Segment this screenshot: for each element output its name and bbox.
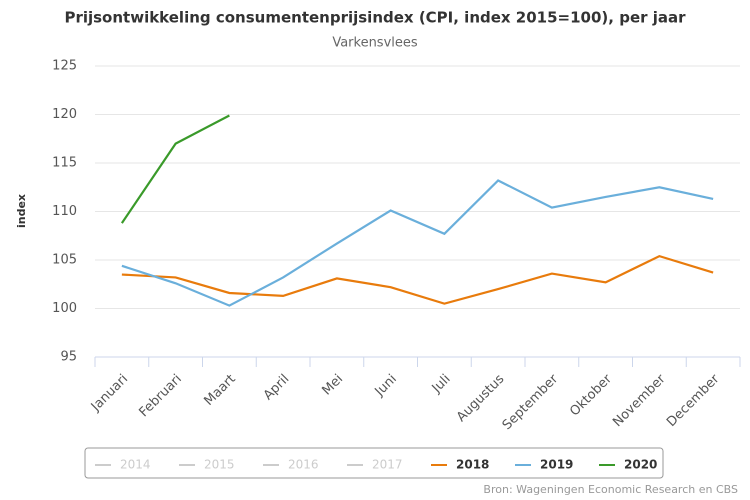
x-tick-label: Oktober [567,371,615,419]
series-line [121,254,714,305]
x-tick-label: September [500,371,562,433]
legend-label[interactable]: 2018 [456,458,489,472]
x-tick-label: November [610,371,669,430]
legend-label[interactable]: 2020 [624,458,657,472]
chart-subtitle: Varkensvlees [332,36,418,51]
x-tick-label: Mei [319,372,346,399]
y-tick-label: 105 [52,253,77,268]
legend-label[interactable]: 2015 [204,458,235,472]
legend-label[interactable]: 2014 [120,458,151,472]
y-tick-label: 120 [52,107,77,122]
legend-label[interactable]: 2016 [288,458,319,472]
x-tick-label: April [261,372,293,404]
x-tick-label: December [664,371,723,430]
y-axis-label: index [15,194,28,228]
x-tick-label: Januari [88,372,131,415]
y-tick-label: 95 [60,350,77,365]
source: Bron: Wageningen Economic Research en CB… [483,483,738,496]
legend-label[interactable]: 2017 [372,458,403,472]
legend-label[interactable]: 2019 [540,458,573,472]
legend-box [84,447,664,479]
x-tick-label: Maart [201,372,238,409]
x-tick-label: Augustus [454,372,508,426]
y-tick-label: 110 [52,204,77,219]
x-tick-label: Juli [429,372,454,397]
y-tick-label: 125 [52,59,77,74]
y-tick-label: 115 [52,156,77,171]
chart-title: Prijsontwikkeling consumentenprijsindex … [64,9,686,27]
y-tick-label: 100 [52,301,77,316]
series-line [120,114,230,224]
x-tick-label: Juni [372,372,400,400]
series-line [121,179,714,307]
x-tick-label: Februari [136,372,184,420]
